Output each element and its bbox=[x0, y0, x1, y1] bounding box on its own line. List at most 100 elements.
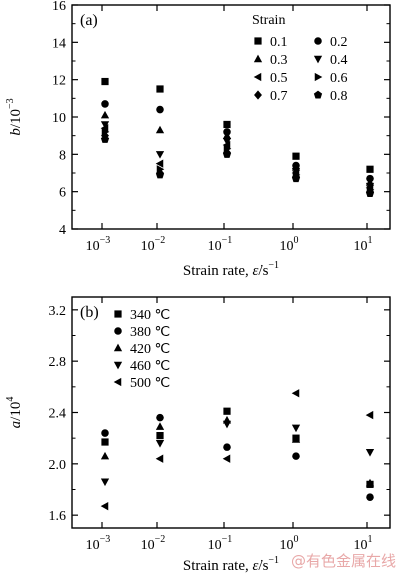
series-1 bbox=[101, 77, 374, 173]
y-axis-label-unit: /10 bbox=[8, 109, 24, 128]
series-5 bbox=[100, 124, 374, 193]
y-tick-label: 6 bbox=[59, 186, 66, 201]
x-tick-label: 100 bbox=[280, 534, 299, 553]
x-tick-exponent: 1 bbox=[368, 235, 373, 246]
x-axis-label-exp: −1 bbox=[268, 555, 279, 566]
chart-panel-b: 1.62.02.42.83.210−3 10−2 10−1 100 101Strain … bbox=[5, 296, 391, 573]
data-point bbox=[101, 100, 109, 108]
x-tick-base: 10 bbox=[208, 538, 222, 553]
y-tick-label: 2.0 bbox=[49, 458, 67, 473]
series-7 bbox=[101, 130, 374, 197]
legend-label: 380 ℃ bbox=[130, 325, 170, 340]
x-tick-exponent: −3 bbox=[100, 235, 111, 246]
legend-label: 0.8 bbox=[330, 89, 348, 104]
data-point bbox=[100, 121, 110, 129]
legend-marker bbox=[254, 37, 262, 45]
data-point bbox=[366, 165, 374, 173]
x-tick-exponent: −2 bbox=[155, 235, 166, 246]
y-tick-label: 1.6 bbox=[49, 509, 67, 524]
legend: Strain 0.1 0.2 0.3 0.4 0.5 0.6 0.7 0.8 bbox=[252, 13, 348, 104]
x-tick-base: 10 bbox=[354, 239, 368, 254]
series-3 bbox=[100, 415, 375, 487]
x-axis-label-exp: −1 bbox=[268, 260, 279, 271]
x-axis-label: Strain rate, ε̇/s−1 bbox=[183, 555, 279, 573]
legend-marker bbox=[114, 310, 122, 318]
x-axis-label-text: Strain rate, bbox=[183, 558, 253, 573]
x-tick-exponent: 0 bbox=[294, 534, 299, 545]
x-tick-exponent: −3 bbox=[100, 534, 111, 545]
legend-label: 0.1 bbox=[270, 35, 288, 50]
series-1 bbox=[101, 407, 374, 488]
y-tick-label: 4 bbox=[59, 223, 66, 238]
x-axis-label-var: ε̇ bbox=[252, 263, 263, 279]
panel-label: (b) bbox=[80, 304, 99, 321]
data-point bbox=[101, 438, 109, 446]
data-point bbox=[365, 478, 375, 487]
y-tick-label: 16 bbox=[52, 0, 66, 14]
x-tick-exponent: −2 bbox=[155, 534, 166, 545]
legend-marker bbox=[113, 343, 123, 352]
data-point bbox=[155, 170, 165, 179]
data-point bbox=[100, 135, 110, 143]
series-8 bbox=[100, 135, 375, 198]
y-axis-label: a/104 bbox=[5, 397, 24, 429]
y-axis-label-exp: −3 bbox=[5, 98, 16, 109]
legend-label: 500 ℃ bbox=[130, 376, 170, 391]
x-tick-label: 10−2 bbox=[141, 534, 166, 553]
y-axis-label: b/10−3 bbox=[5, 98, 24, 135]
data-point bbox=[155, 151, 165, 159]
x-tick-label: 100 bbox=[280, 235, 299, 254]
x-tick-label: 10−2 bbox=[141, 235, 166, 254]
panel-label: (a) bbox=[80, 12, 98, 29]
data-point bbox=[222, 131, 232, 139]
x-tick-label: 101 bbox=[354, 235, 373, 254]
legend-label: 0.3 bbox=[270, 53, 288, 68]
legend-label: 0.2 bbox=[330, 35, 348, 50]
y-tick-label: 2.4 bbox=[49, 407, 67, 422]
x-tick-exponent: −1 bbox=[222, 235, 233, 246]
series-4 bbox=[100, 121, 375, 191]
series-5 bbox=[100, 389, 374, 511]
x-tick-base: 10 bbox=[354, 538, 368, 553]
legend-marker bbox=[314, 37, 322, 45]
y-tick-label: 3.2 bbox=[49, 304, 67, 319]
data-point bbox=[155, 454, 164, 463]
data-point bbox=[156, 413, 164, 422]
data-point bbox=[223, 407, 231, 415]
data-point bbox=[365, 189, 375, 198]
x-tick-exponent: 0 bbox=[294, 235, 299, 246]
y-tick-label: 2.8 bbox=[49, 355, 67, 370]
data-point bbox=[101, 77, 109, 86]
data-point bbox=[223, 443, 231, 451]
legend-marker bbox=[254, 90, 262, 100]
x-tick-base: 10 bbox=[86, 538, 100, 553]
data-point bbox=[222, 138, 232, 146]
data-point bbox=[100, 451, 110, 460]
legend-marker bbox=[313, 90, 323, 99]
data-point bbox=[291, 389, 300, 398]
series-3 bbox=[100, 110, 375, 186]
legend-label: 0.7 bbox=[270, 89, 288, 104]
series-2 bbox=[101, 100, 374, 183]
data-point bbox=[156, 85, 164, 93]
x-tick-base: 10 bbox=[141, 239, 155, 254]
data-point bbox=[101, 429, 109, 437]
y-tick-label: 8 bbox=[59, 148, 66, 163]
x-tick-label: 10−1 bbox=[208, 235, 233, 254]
data-point bbox=[291, 174, 301, 183]
legend-marker bbox=[253, 72, 262, 82]
x-tick-base: 10 bbox=[86, 239, 100, 254]
x-axis-label-unit: /s bbox=[258, 263, 268, 279]
data-point bbox=[365, 410, 374, 420]
x-tick-base: 10 bbox=[280, 538, 294, 553]
series-4 bbox=[100, 420, 375, 487]
data-point bbox=[156, 105, 164, 114]
data-point bbox=[292, 452, 300, 460]
x-tick-label: 101 bbox=[354, 534, 373, 553]
x-axis-label: Strain rate, ε̇/s−1 bbox=[183, 260, 279, 279]
x-axis-label-text: Strain rate, bbox=[183, 263, 253, 279]
x-tick-label: 10−3 bbox=[86, 235, 111, 254]
data-point bbox=[291, 424, 301, 433]
legend-label: 0.5 bbox=[270, 71, 288, 86]
x-tick-exponent: −1 bbox=[222, 534, 233, 545]
